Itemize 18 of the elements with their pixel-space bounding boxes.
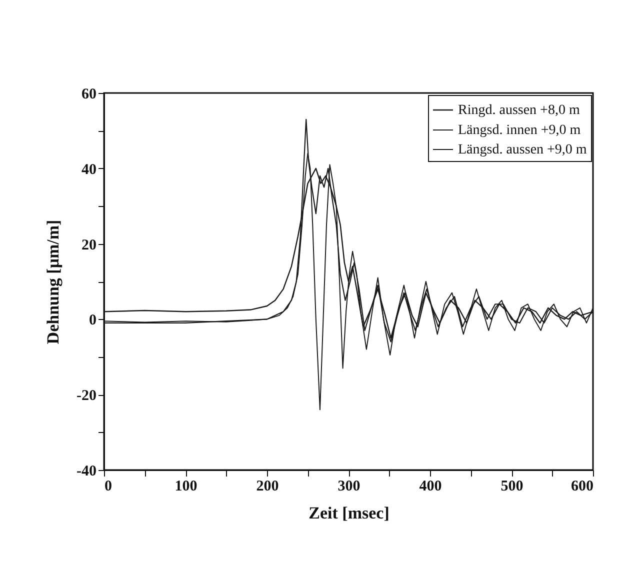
y-tick-label: 0 xyxy=(89,312,96,329)
y-tick-label: 20 xyxy=(82,237,96,254)
y-axis-title: Dehnung [μm/m] xyxy=(44,220,63,344)
y-tick-label: 60 xyxy=(82,86,96,102)
x-tick-label: 600 xyxy=(571,478,594,494)
x-tick-label: 200 xyxy=(256,478,279,494)
x-tick-label: 300 xyxy=(338,478,360,494)
legend-label: Längsd. innen +9,0 m xyxy=(458,123,581,138)
x-tick-label: 400 xyxy=(419,478,442,494)
legend-label: Ringd. aussen +8,0 m xyxy=(458,103,580,118)
y-tick-label: 40 xyxy=(82,162,96,178)
x-tick-label: 100 xyxy=(174,478,198,494)
y-tick-label: -20 xyxy=(76,388,96,404)
y-tick-label: -40 xyxy=(76,464,96,480)
x-tick-label: 500 xyxy=(500,478,524,494)
x-tick-label: 0 xyxy=(104,478,112,494)
legend-label: Längsd. aussen +9,0 m xyxy=(458,142,587,158)
x-axis-title: Zeit [msec] xyxy=(308,504,390,522)
